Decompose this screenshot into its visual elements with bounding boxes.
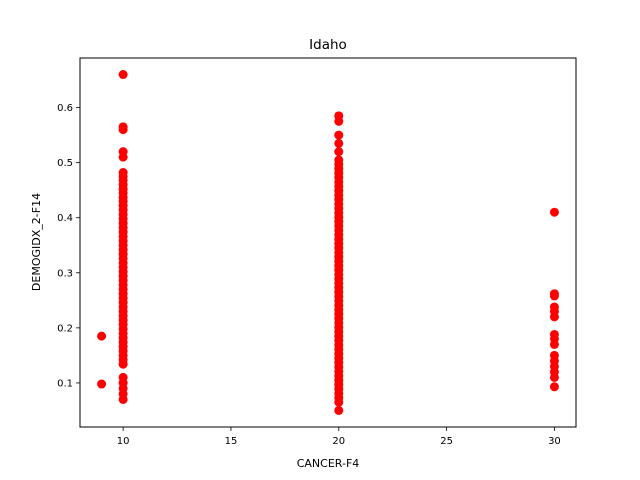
x-tick-label: 10 <box>117 436 130 447</box>
y-tick-label: 0.2 <box>57 323 73 334</box>
data-point <box>549 372 559 382</box>
data-point <box>97 331 107 341</box>
y-axis: 0.1 0.2 0.3 0.4 0.5 0.6 <box>57 103 80 389</box>
x-tick-label: 25 <box>440 436 453 447</box>
chart-title: Idaho <box>309 37 347 53</box>
y-tick-label: 0.6 <box>57 103 73 114</box>
y-tick-label: 0.4 <box>57 213 73 224</box>
data-point <box>118 152 128 162</box>
x-axis-label: CANCER-F4 <box>297 457 360 470</box>
data-point <box>97 379 107 389</box>
data-point <box>118 125 128 135</box>
data-point <box>334 130 344 140</box>
data-point <box>334 147 344 157</box>
y-tick-label: 0.3 <box>57 268 73 279</box>
data-points <box>97 70 559 415</box>
data-point <box>334 138 344 148</box>
data-point <box>334 397 344 407</box>
y-axis-label: DEMOGIDX_2-F14 <box>30 193 43 291</box>
data-point <box>549 207 559 217</box>
x-tick-label: 15 <box>225 436 238 447</box>
data-point <box>334 116 344 126</box>
data-point <box>549 382 559 392</box>
plot-frame <box>79 57 577 428</box>
data-point <box>118 359 128 369</box>
data-point <box>549 291 559 301</box>
x-axis: 10 15 20 25 30 <box>117 427 561 447</box>
data-point <box>549 312 559 322</box>
data-point <box>549 339 559 349</box>
y-tick-label: 0.1 <box>57 378 73 389</box>
y-tick-label: 0.5 <box>57 158 73 169</box>
data-point <box>334 405 344 415</box>
x-tick-label: 20 <box>332 436 345 447</box>
data-point <box>118 70 128 80</box>
data-point <box>118 394 128 404</box>
x-tick-label: 30 <box>548 436 561 447</box>
